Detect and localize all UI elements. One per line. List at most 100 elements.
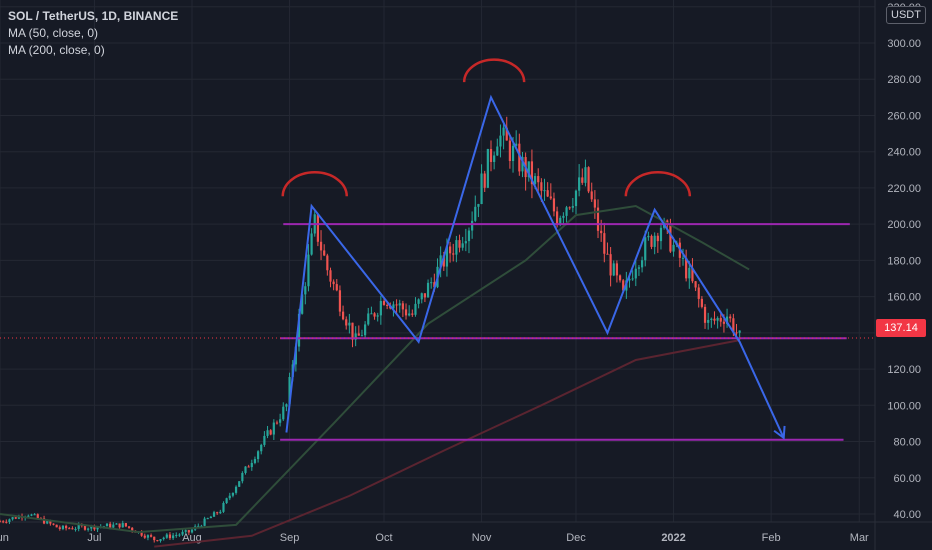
candle — [329, 270, 332, 282]
candle — [109, 523, 112, 528]
candle — [30, 514, 33, 516]
candle — [628, 279, 631, 281]
candle — [0, 521, 2, 523]
ma200-line — [154, 339, 740, 548]
candle — [332, 281, 335, 285]
candle — [71, 528, 74, 530]
candle — [489, 149, 493, 162]
candle — [420, 293, 423, 300]
candle — [587, 167, 590, 192]
candle — [83, 525, 87, 530]
candle — [253, 459, 257, 463]
candle — [578, 177, 581, 191]
candle — [33, 514, 36, 516]
candle — [326, 255, 329, 271]
ma50-label[interactable]: MA (50, close, 0) — [8, 26, 99, 40]
candle — [351, 322, 354, 340]
chart-legend: SOL / TetherUS, 1D, BINANCE MA (50, clos… — [8, 8, 178, 59]
currency-selector[interactable]: USDT — [886, 6, 926, 24]
candle — [263, 435, 266, 445]
candle — [609, 254, 612, 276]
candle — [672, 244, 675, 252]
candle — [650, 235, 653, 247]
candle — [285, 404, 288, 407]
candle — [596, 207, 600, 231]
candle — [433, 282, 436, 288]
candle — [521, 157, 524, 172]
candle — [341, 311, 345, 320]
candle — [395, 304, 398, 306]
candle — [238, 481, 241, 487]
candle — [430, 282, 433, 284]
candle — [282, 406, 285, 420]
candle — [559, 217, 562, 225]
candle — [121, 523, 124, 528]
candle — [250, 462, 253, 468]
candle — [288, 377, 291, 405]
candle — [231, 492, 235, 496]
candle — [556, 211, 559, 225]
candle — [508, 140, 511, 161]
candle — [112, 524, 115, 528]
candle — [316, 214, 319, 242]
time-tick-label: Nov — [472, 532, 492, 544]
candle — [96, 526, 99, 530]
price-tick-label: 60.00 — [893, 473, 921, 485]
candle — [27, 515, 30, 517]
candle — [719, 318, 722, 322]
candle — [622, 280, 625, 291]
candle — [467, 230, 471, 242]
candle — [197, 525, 200, 527]
candle — [373, 313, 376, 317]
pattern-arc — [624, 171, 692, 197]
candle — [518, 143, 521, 172]
candle — [461, 243, 464, 248]
candle — [146, 535, 150, 538]
candle — [68, 528, 71, 530]
candle — [552, 198, 556, 212]
ma200-label[interactable]: MA (200, close, 0) — [8, 43, 105, 57]
candle — [272, 422, 275, 435]
candle — [379, 300, 382, 316]
candle — [647, 235, 650, 238]
candle — [562, 215, 565, 218]
candle — [729, 316, 732, 319]
candle — [606, 253, 609, 255]
candle — [382, 300, 386, 305]
candle — [584, 167, 587, 183]
candle — [458, 240, 461, 248]
candle — [700, 298, 703, 307]
candle — [55, 524, 58, 528]
price-tick-label: 220.00 — [887, 183, 921, 195]
candle — [301, 294, 304, 314]
candle — [707, 319, 710, 323]
candle — [219, 511, 222, 514]
candle — [181, 531, 184, 535]
symbol-title[interactable]: SOL / TetherUS, 1D, BINANCE — [8, 9, 179, 23]
candle — [127, 526, 131, 528]
candle — [376, 315, 379, 317]
candle — [738, 330, 741, 333]
price-tick-label: 100.00 — [887, 400, 921, 412]
candle — [496, 146, 499, 156]
candle — [603, 233, 606, 254]
candle — [206, 518, 209, 520]
candle — [703, 306, 707, 323]
candle — [471, 220, 474, 231]
candle — [319, 241, 323, 251]
pattern-arc — [281, 171, 348, 197]
price-tick-label: 200.00 — [887, 219, 921, 231]
candle — [464, 241, 467, 244]
candle — [338, 290, 342, 312]
time-tick-label: Sep — [280, 532, 300, 544]
candle — [725, 316, 729, 324]
candle — [637, 267, 641, 269]
candle — [568, 207, 571, 209]
price-tick-label: 180.00 — [887, 255, 921, 267]
candle — [131, 527, 134, 531]
candle — [256, 451, 260, 460]
candle — [216, 512, 219, 514]
candle — [477, 204, 480, 207]
candle — [710, 318, 713, 320]
